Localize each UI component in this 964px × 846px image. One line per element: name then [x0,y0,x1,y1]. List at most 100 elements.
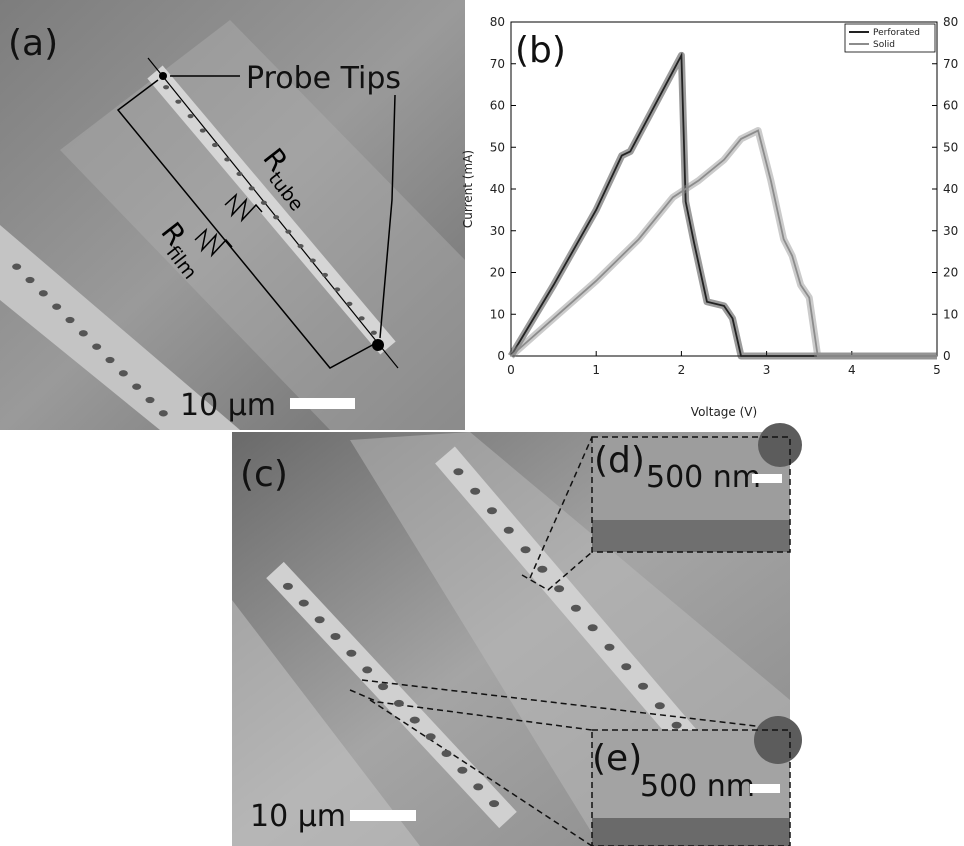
sem-image [592,818,790,846]
zoom-line [349,689,593,731]
panel-label: (c) [240,454,288,495]
legend-label: Perforated [873,28,920,38]
scale-bar [752,474,782,483]
hole [224,157,231,162]
inset-border [591,436,791,553]
hole [486,507,497,515]
hole [309,258,316,263]
hole [163,85,170,90]
scale-bar [750,784,780,793]
hole [260,200,267,205]
scale-bar-label: 10 µm [180,388,276,423]
inset-border [591,729,791,846]
y2-tick-label: 30 [943,224,958,238]
hole [758,423,802,467]
hole [358,316,365,321]
hole [520,546,531,554]
y2-tick-label: 10 [943,307,958,321]
hole [38,290,48,297]
hole [65,316,75,324]
film-bracket [116,79,379,369]
hole [554,585,565,593]
hole [298,599,309,607]
hole [470,487,481,495]
chart-title: (b) [515,30,566,71]
hole [346,301,353,306]
hole [754,716,802,764]
y-tick-label: 50 [490,140,505,154]
scale-bar-label: 10 µm [250,799,346,834]
inset-d: (d) 500 nm [591,423,802,553]
x-tick-label: 0 [507,363,515,377]
film-region [232,600,420,846]
probe-tip [159,72,167,80]
hole [503,526,514,534]
hole [473,783,484,791]
scale-bar-label: 500 nm [640,769,755,804]
zoom-line [361,679,791,731]
y2-tick-label: 40 [943,182,958,196]
hole [453,468,464,476]
hole [441,750,452,757]
hole [248,186,255,191]
hole [537,565,548,573]
hole [621,663,632,671]
hole [282,582,293,590]
y2-tick-label: 60 [943,99,958,113]
panel-label: (e) [592,738,642,779]
y2-tick-label: 50 [943,140,958,154]
y2-tick-label: 80 [943,15,958,29]
y-tick-label: 20 [490,266,505,280]
hole [362,666,373,674]
hole [378,683,389,691]
hole [12,263,22,270]
x-axis-label: Voltage (V) [691,405,757,419]
y-tick-label: 70 [490,57,505,71]
x-tick-label: 3 [763,363,771,377]
scale-bar [350,810,416,821]
inset-e: (e) 500 nm [591,716,802,846]
hole [145,396,155,404]
series-line [510,51,937,357]
hole [346,649,357,657]
hole [671,721,682,729]
y-tick-label: 10 [490,307,505,321]
y2-tick-label: 20 [943,266,958,280]
zoom-line [369,699,593,846]
y2-tick-label: 70 [943,57,958,71]
y-tick-label: 40 [490,182,505,196]
hole [105,356,115,364]
hole [175,99,182,104]
scale-bar [290,398,355,409]
y-tick-label: 30 [490,224,505,238]
zoom-line [529,436,593,579]
x-tick-label: 5 [933,363,941,377]
hole [638,682,649,690]
hole [25,276,35,284]
y2-tick-label: 0 [943,349,951,363]
resistor [224,192,263,223]
hole [52,303,62,310]
legend-box [844,23,936,53]
hole [78,330,88,337]
probe-axis [147,57,399,369]
panel-a: (a) Probe Tips Rtube Rfilm 10 µm [0,0,465,430]
hole [409,716,420,724]
resistor [194,227,233,258]
hole [604,643,615,651]
hole [570,604,581,612]
hole [654,702,665,710]
hole [297,244,304,249]
y-tick-label: 80 [490,15,505,29]
hole [425,733,436,741]
hole [489,800,500,808]
hole [330,633,341,640]
hole [187,114,194,119]
hole [370,330,377,335]
hole [199,128,206,133]
hole [314,616,325,624]
scale-bar-label: 500 nm [646,460,761,495]
legend-label: Solid [873,40,895,50]
hole [285,229,292,234]
